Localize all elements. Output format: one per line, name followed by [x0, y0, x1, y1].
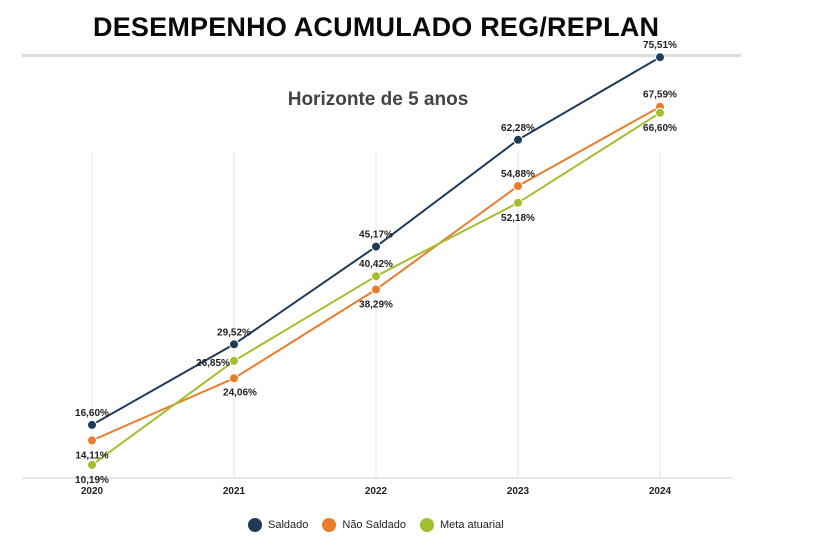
point-2-2024 [655, 107, 665, 118]
point-1-2021 [229, 373, 239, 384]
point-0-2023 [513, 134, 523, 145]
data-label-2-2020: 10,19% [75, 475, 109, 486]
x-tick-label-2021: 2021 [223, 486, 246, 497]
data-label-1-2020: 14,11% [75, 450, 108, 461]
title-divider [22, 54, 741, 57]
legend-swatch-saldado [248, 518, 262, 532]
x-tick-label-2022: 2022 [365, 486, 388, 497]
point-0-2020 [87, 419, 97, 430]
point-2-2023 [513, 197, 523, 208]
point-2-2022 [371, 271, 381, 282]
legend-swatch-meta-atuarial [419, 518, 434, 532]
point-1-2020 [87, 435, 97, 446]
data-label-0-2022: 45,17% [359, 230, 393, 241]
legend-item-meta-atuarial: Meta atuarial [419, 518, 504, 532]
data-label-1-2021: 24,06% [223, 387, 257, 398]
point-1-2023 [513, 181, 523, 191]
legend-label-meta-atuarial: Meta atuarial [439, 519, 504, 531]
legend-item-saldado: Saldado [248, 518, 308, 532]
data-label-2-2024: 66,60% [643, 123, 677, 134]
legend-label-saldado: Saldado [268, 519, 309, 531]
chart-subtitle: Horizonte de 5 anos [287, 89, 469, 110]
point-1-2022 [371, 284, 381, 295]
data-label-2-2023: 52,18% [501, 213, 535, 224]
point-0-2022 [371, 241, 381, 252]
data-label-1-2022: 38,29% [359, 300, 393, 311]
data-label-0-2020: 16,60% [75, 408, 109, 419]
legend-swatch-nao-saldado [322, 518, 337, 532]
point-2-2021 [229, 355, 239, 366]
data-label-1-2023: 54,88% [501, 169, 535, 180]
point-0-2024 [655, 52, 665, 63]
x-tick-label-2020: 2020 [81, 486, 104, 497]
data-label-2-2022: 40,42% [359, 259, 393, 270]
data-label-0-2024: 75,51% [643, 40, 677, 51]
data-label-2-2021: 26,85% [196, 358, 230, 369]
x-tick-label-2023: 2023 [507, 486, 530, 497]
point-0-2021 [229, 339, 239, 350]
chart-legend: Saldado Não Saldado Meta atuarial [248, 518, 504, 532]
legend-label-nao-saldado: Não Saldado [342, 519, 406, 531]
data-label-1-2024: 67,59% [643, 90, 677, 101]
point-2-2020 [87, 459, 97, 470]
page-title: DESEMPENHO ACUMULADO REG/REPLAN [93, 12, 660, 42]
data-label-0-2021: 29,52% [217, 327, 251, 338]
legend-item-nao-saldado: Não Saldado [322, 518, 406, 532]
data-label-0-2023: 62,28% [501, 123, 535, 134]
x-tick-label-2024: 2024 [649, 486, 672, 497]
